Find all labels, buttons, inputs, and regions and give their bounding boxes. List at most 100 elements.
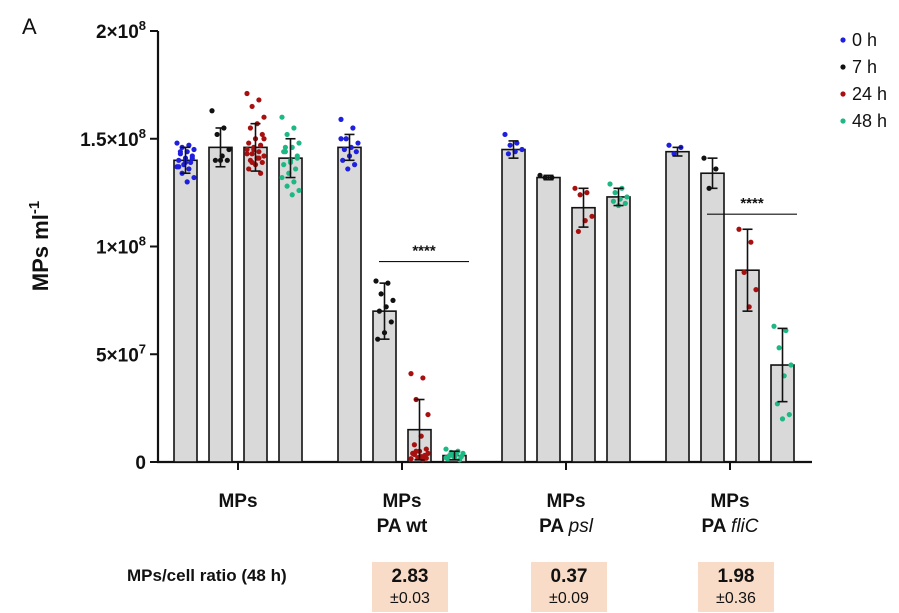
data-point xyxy=(779,416,786,422)
data-point xyxy=(537,172,543,178)
data-point xyxy=(589,213,595,219)
ratio-error: ±0.09 xyxy=(549,590,589,607)
data-point xyxy=(542,174,548,181)
ratio-value: 0.37 xyxy=(550,566,588,587)
data-point xyxy=(247,125,253,131)
data-point xyxy=(176,157,182,163)
data-point xyxy=(388,319,394,325)
data-point xyxy=(584,190,590,196)
data-point xyxy=(293,166,299,172)
data-point xyxy=(776,345,782,351)
data-point xyxy=(261,114,267,120)
x-axis xyxy=(157,460,812,470)
data-point xyxy=(741,269,747,275)
data-point xyxy=(184,179,190,185)
data-point xyxy=(713,166,719,172)
data-point xyxy=(282,144,288,150)
data-point xyxy=(350,125,356,131)
y-tick-label: 1×108 xyxy=(96,234,146,259)
data-point xyxy=(256,149,262,155)
data-point xyxy=(296,140,302,146)
legend-label: 7 h xyxy=(852,57,877,77)
data-point xyxy=(575,228,582,235)
data-point xyxy=(289,192,295,198)
data-point xyxy=(177,149,183,155)
data-point xyxy=(281,149,287,155)
legend: 0 h 7 h 24 h 48 h xyxy=(840,30,887,131)
data-point xyxy=(259,159,265,166)
data-point xyxy=(291,125,297,131)
data-point xyxy=(284,131,290,138)
data-point xyxy=(188,159,194,166)
data-point xyxy=(249,103,255,110)
data-point xyxy=(443,446,449,452)
bar xyxy=(243,146,268,463)
y-tick-label: 1.5×108 xyxy=(80,126,146,151)
data-point xyxy=(514,140,520,146)
data-point xyxy=(261,136,267,142)
data-point xyxy=(345,166,351,172)
data-point xyxy=(186,142,192,148)
data-point xyxy=(355,140,361,146)
data-point xyxy=(425,450,431,456)
data-point xyxy=(411,451,417,458)
data-point xyxy=(502,131,508,138)
data-point xyxy=(610,198,617,204)
bar xyxy=(606,196,631,463)
data-point xyxy=(191,174,197,181)
data-point xyxy=(577,192,583,198)
y-axis-label: MPs ml-1 xyxy=(26,201,53,291)
data-point xyxy=(244,90,250,97)
legend-marker xyxy=(840,118,846,124)
ratio-box-pa-psl: 0.37 ±0.09 xyxy=(531,562,607,612)
data-point xyxy=(279,174,285,181)
data-point xyxy=(189,155,195,161)
data-point xyxy=(186,166,192,172)
data-point xyxy=(224,157,230,163)
data-point xyxy=(786,411,792,418)
data-point xyxy=(281,162,287,168)
ratio-error: ±0.03 xyxy=(390,590,430,607)
data-point xyxy=(244,151,250,157)
legend-marker xyxy=(840,91,846,97)
data-point xyxy=(622,200,628,206)
data-point xyxy=(507,142,513,148)
group-label: MPs xyxy=(546,491,585,512)
data-point xyxy=(174,140,180,146)
group-label: MPs xyxy=(382,491,421,512)
data-point xyxy=(519,146,525,153)
data-point xyxy=(425,411,431,418)
data-point xyxy=(338,136,344,142)
data-point xyxy=(378,291,384,297)
bars-layer xyxy=(173,146,795,463)
data-point xyxy=(212,157,218,163)
legend-label: 0 h xyxy=(852,30,877,50)
data-point xyxy=(296,187,302,194)
data-point xyxy=(246,166,252,172)
legend-marker xyxy=(840,64,846,70)
bar xyxy=(173,159,198,463)
bar xyxy=(337,146,362,463)
data-point xyxy=(443,455,449,461)
legend-marker xyxy=(840,37,846,43)
data-point xyxy=(549,174,555,181)
panel-label: A xyxy=(22,14,37,39)
data-point xyxy=(246,140,252,146)
ratio-error: ±0.36 xyxy=(716,590,756,607)
data-point xyxy=(258,170,264,176)
data-point xyxy=(338,116,344,122)
bar xyxy=(571,206,596,463)
y-tick-label: 0 xyxy=(135,453,146,474)
data-point xyxy=(284,183,290,189)
data-point xyxy=(259,131,265,138)
data-point xyxy=(249,159,255,166)
y-tick-label: 2×108 xyxy=(96,18,146,43)
data-point xyxy=(209,108,215,114)
data-point xyxy=(607,181,613,187)
data-point xyxy=(423,455,429,461)
data-point xyxy=(505,151,511,157)
data-point xyxy=(572,185,578,191)
group-sublabel: PA fliC xyxy=(701,516,758,537)
data-point xyxy=(408,371,414,377)
